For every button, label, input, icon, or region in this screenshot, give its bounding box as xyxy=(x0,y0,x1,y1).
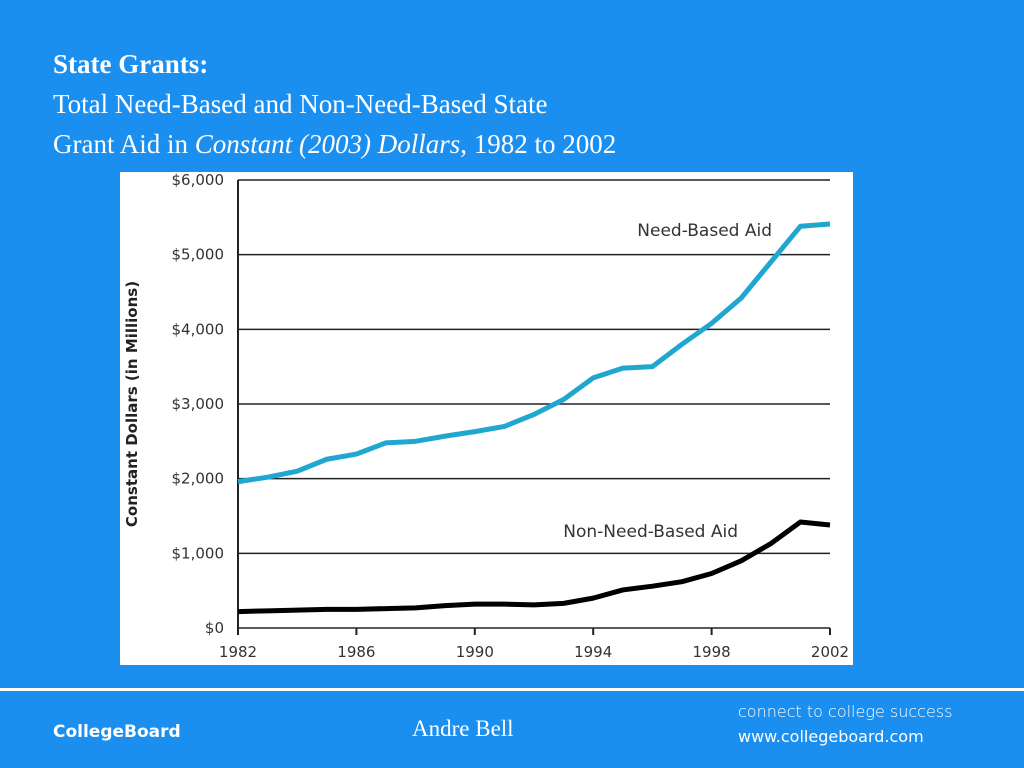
y-tick-label: $6,000 xyxy=(172,172,225,189)
y-tick-label: $1,000 xyxy=(172,544,225,562)
subtitle: Total Need-Based and Non-Need-Based Stat… xyxy=(53,89,548,119)
subtitle: , 1982 to 2002 xyxy=(460,129,617,159)
x-tick-label: 1990 xyxy=(456,643,494,661)
series-label: Need-Based Aid xyxy=(637,221,772,241)
tagline: connect to college success xyxy=(738,702,953,721)
y-axis-label: Constant Dollars (in Millions) xyxy=(123,281,141,527)
title: State Grants: xyxy=(53,49,209,79)
x-tick-label: 1982 xyxy=(219,643,257,661)
x-tick-label: 1994 xyxy=(574,643,612,661)
series-line xyxy=(237,519,831,615)
y-tick-label: $5,000 xyxy=(172,246,225,264)
subtitle-line: Grant Aid in Constant (2003) Dollars, 19… xyxy=(53,124,616,164)
y-tick-label: $3,000 xyxy=(172,395,225,413)
url: www.collegeboard.com xyxy=(738,727,924,746)
divider xyxy=(0,688,1024,691)
series-line xyxy=(237,221,831,485)
y-tick-label: $0 xyxy=(205,619,224,637)
subtitle: Grant Aid in xyxy=(53,129,195,159)
presenter: Andre Bell xyxy=(412,716,514,741)
subtitle-italic: Constant (2003) Dollars xyxy=(194,129,461,159)
chart: $0 $1,000 $2,000 $3,000 $4,000 $5,000 $6,000 19… xyxy=(120,172,853,665)
x-tick-label: 1998 xyxy=(693,643,731,661)
title-block: State Grants: Total Need-Based and Non-N… xyxy=(53,44,616,164)
x-tick-label: 2002 xyxy=(811,643,849,661)
y-tick-label: $2,000 xyxy=(172,470,225,488)
logo: CollegeBoard xyxy=(53,722,181,742)
x-tick-label: 1986 xyxy=(337,643,375,661)
y-tick-label: $4,000 xyxy=(172,320,225,338)
series-label: Non-Need-Based Aid xyxy=(563,522,738,542)
